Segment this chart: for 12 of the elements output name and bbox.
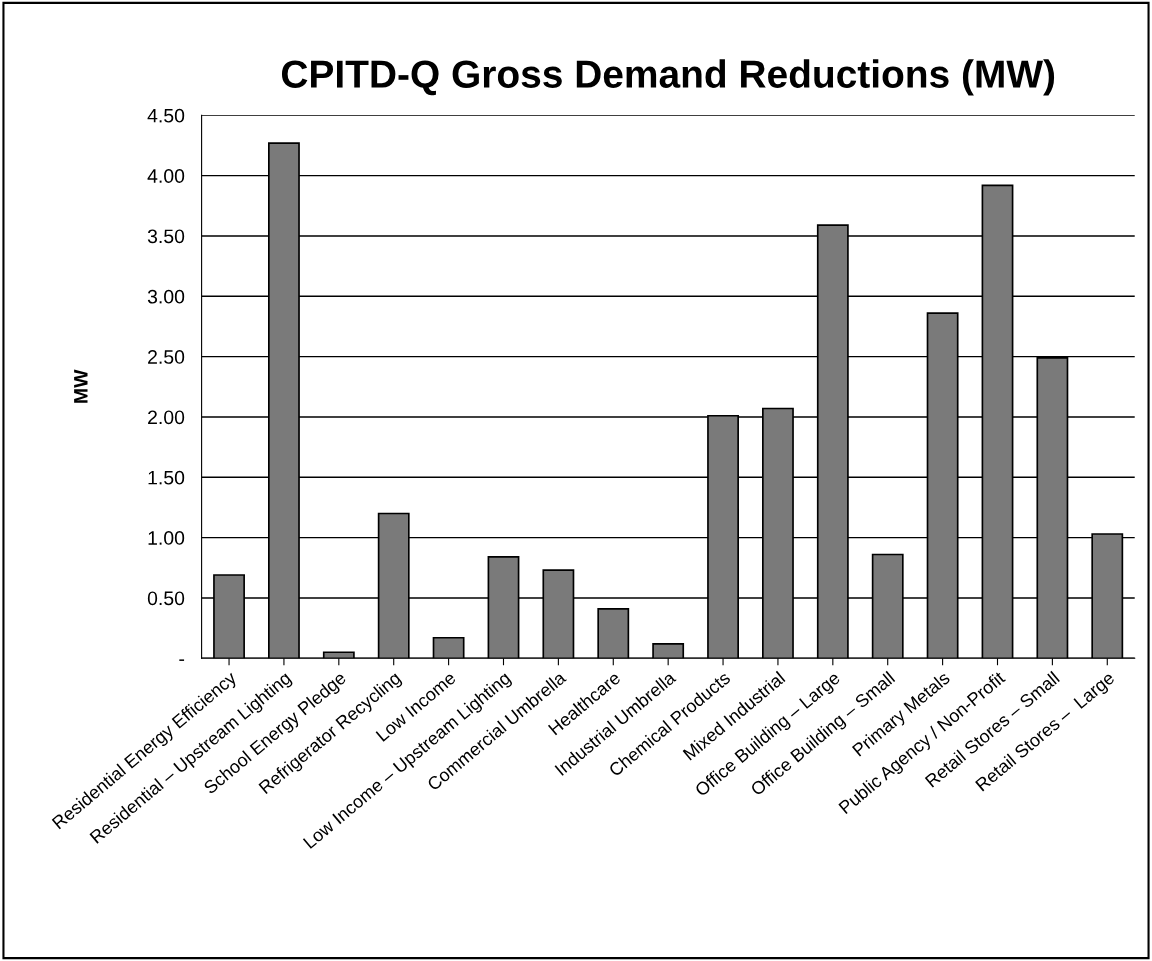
y-tick-label: 2.50 [148,350,185,364]
y-tick-label: 2.00 [148,410,185,425]
y-tick-label: 1.00 [148,531,185,545]
y-tick-label: 0.50 [147,591,185,606]
chart-title: CPITD-Q Gross Demand Reductions (MW) [281,59,1055,96]
y-tick-label: 1.50 [148,470,185,485]
y-tick-label: - [179,659,185,661]
y-axis-title: MW [74,369,88,403]
y-tick-label: 3.00 [147,289,185,304]
y-tick-label: 4.00 [147,169,185,183]
y-tick-label: 4.50 [147,108,185,123]
y-tick-label: 3.50 [147,229,185,244]
